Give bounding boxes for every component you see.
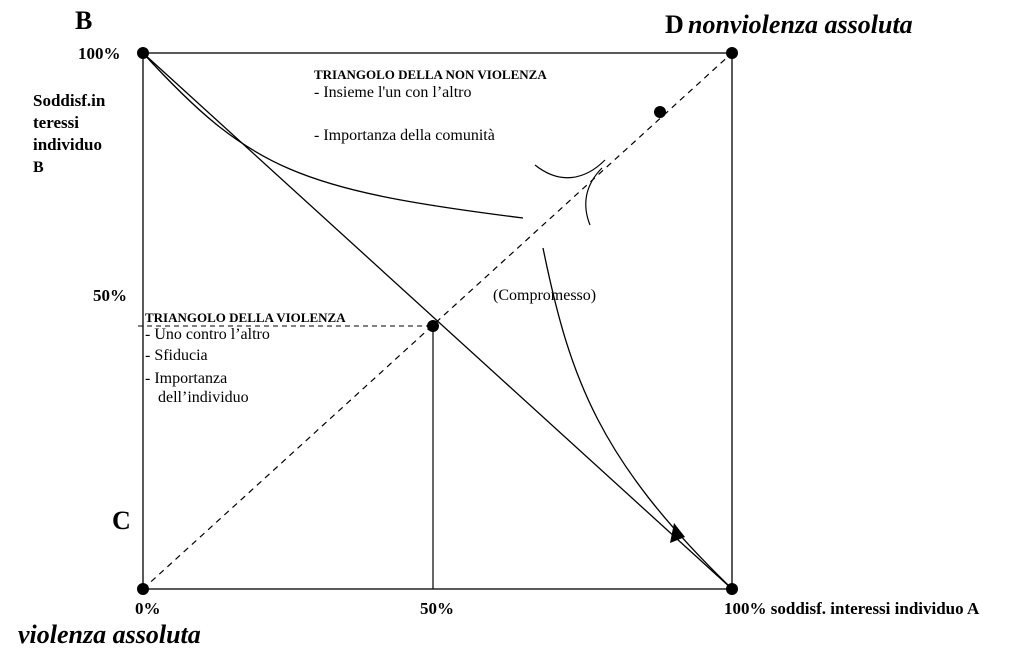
- curve-upper: [142, 52, 524, 219]
- y-axis-label-line-2: teressi: [33, 113, 79, 132]
- outer-square: [142, 52, 733, 590]
- y-axis-label-line-1: Soddisf.in: [33, 91, 106, 110]
- point-center: [427, 320, 439, 332]
- violence-item-3: - Importanza: [145, 370, 228, 387]
- curve-hyperbola-left: [534, 159, 606, 179]
- violence-nonviolence-diagonal: [142, 52, 733, 590]
- x-tick-0: 0%: [135, 599, 161, 618]
- nonviolence-item-2: - Importanza della comunità: [314, 127, 495, 144]
- corner-d-label: nonviolenza assoluta: [688, 10, 913, 39]
- compromise-label: (Compromesso): [493, 287, 597, 304]
- x-axis-end-label: 100% soddisf. interessi individuo A: [724, 599, 980, 618]
- x-tick-50: 50%: [420, 599, 454, 618]
- nonviolence-item-1: - Insieme l'un con l’altro: [314, 84, 472, 101]
- nonviolence-title: TRIANGOLO DELLA NON VIOLENZA: [314, 67, 547, 82]
- y-axis-label-line-3: individuo: [33, 135, 102, 154]
- y-tick-100: 100%: [78, 44, 121, 63]
- corner-c-label: C: [112, 506, 131, 535]
- violence-item-1: - Uno contro l’altro: [145, 326, 270, 343]
- corner-b-label: B: [75, 6, 93, 35]
- point-b: [137, 47, 149, 59]
- violence-item-4: dell’individuo: [158, 389, 249, 406]
- point-d: [726, 47, 738, 59]
- y-tick-50: 50%: [93, 286, 127, 305]
- origin-label: violenza assoluta: [18, 620, 201, 649]
- arrow-head: [670, 523, 685, 543]
- corner-d-letter: D: [665, 10, 684, 39]
- point-a-max: [726, 583, 738, 595]
- point-origin: [137, 583, 149, 595]
- violence-item-2: - Sfiducia: [145, 347, 208, 364]
- y-axis-label-line-4: B: [33, 159, 44, 176]
- curve-hyperbola-right: [585, 167, 603, 226]
- violence-title: TRIANGOLO DELLA VIOLENZA: [145, 310, 346, 325]
- point-upper-diagonal: [654, 106, 666, 118]
